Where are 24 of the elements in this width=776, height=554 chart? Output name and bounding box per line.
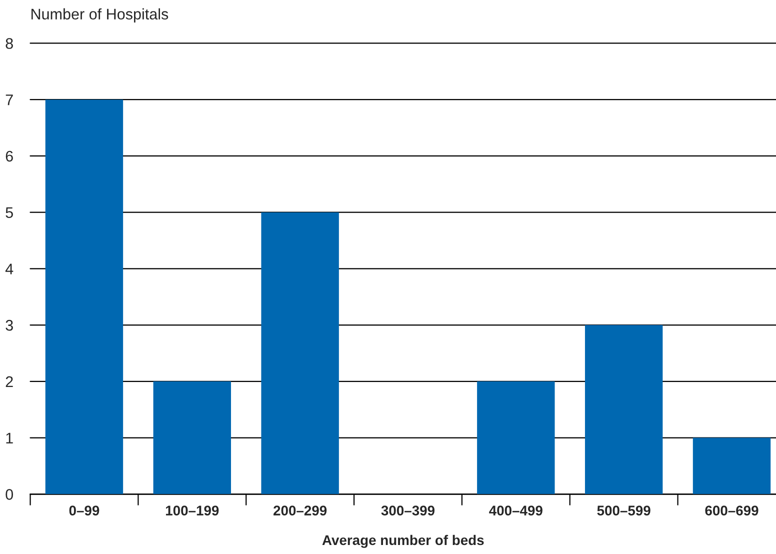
- x-tick-label: 600–699: [705, 506, 758, 516]
- bar: [261, 212, 339, 494]
- bar: [477, 381, 555, 494]
- x-axis-title: Average number of beds: [322, 534, 484, 548]
- y-tick-label: 1: [6, 432, 13, 444]
- y-tick-label: 2: [6, 376, 13, 387]
- y-tick-label: 8: [6, 38, 13, 49]
- y-tick-label: 0: [6, 489, 13, 500]
- y-tick-label: 3: [6, 320, 13, 331]
- bar: [692, 438, 771, 494]
- x-tick-label: 300–399: [381, 506, 435, 516]
- y-tick-label: 4: [5, 264, 14, 274]
- x-tick-label: 400–499: [489, 506, 542, 516]
- x-tick-label: 500–599: [597, 506, 650, 516]
- bar: [153, 381, 231, 494]
- x-tick-label: 0–99: [69, 506, 100, 516]
- y-tick-label: 5: [6, 207, 13, 218]
- bar: [45, 100, 124, 494]
- y-tick-label: 7: [6, 94, 13, 106]
- x-tick-label: 100–199: [166, 506, 219, 516]
- bar: [584, 325, 663, 494]
- y-axis-title: Number of Hospitals: [32, 8, 168, 23]
- x-tick-label: 200–299: [274, 506, 327, 516]
- y-tick-label: 6: [6, 150, 13, 162]
